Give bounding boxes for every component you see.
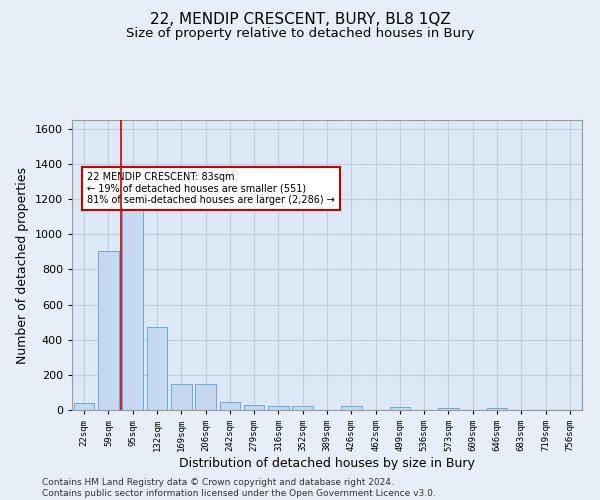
Text: Contains HM Land Registry data © Crown copyright and database right 2024.
Contai: Contains HM Land Registry data © Crown c…	[42, 478, 436, 498]
X-axis label: Distribution of detached houses by size in Bury: Distribution of detached houses by size …	[179, 457, 475, 470]
Bar	[195, 384, 216, 410]
Bar	[487, 408, 508, 410]
Bar	[341, 406, 362, 410]
Bar	[438, 408, 459, 410]
Text: Size of property relative to detached houses in Bury: Size of property relative to detached ho…	[126, 28, 474, 40]
Bar	[268, 406, 289, 410]
Bar	[74, 403, 94, 410]
Bar	[171, 384, 191, 410]
Bar	[389, 408, 410, 410]
Bar	[244, 404, 265, 410]
Bar	[292, 406, 313, 410]
Y-axis label: Number of detached properties: Number of detached properties	[16, 166, 29, 364]
Text: 22 MENDIP CRESCENT: 83sqm
← 19% of detached houses are smaller (551)
81% of semi: 22 MENDIP CRESCENT: 83sqm ← 19% of detac…	[88, 172, 335, 206]
Bar	[220, 402, 240, 410]
Bar	[98, 251, 119, 410]
Bar	[122, 201, 143, 410]
Text: 22, MENDIP CRESCENT, BURY, BL8 1QZ: 22, MENDIP CRESCENT, BURY, BL8 1QZ	[149, 12, 451, 28]
Bar	[146, 328, 167, 410]
